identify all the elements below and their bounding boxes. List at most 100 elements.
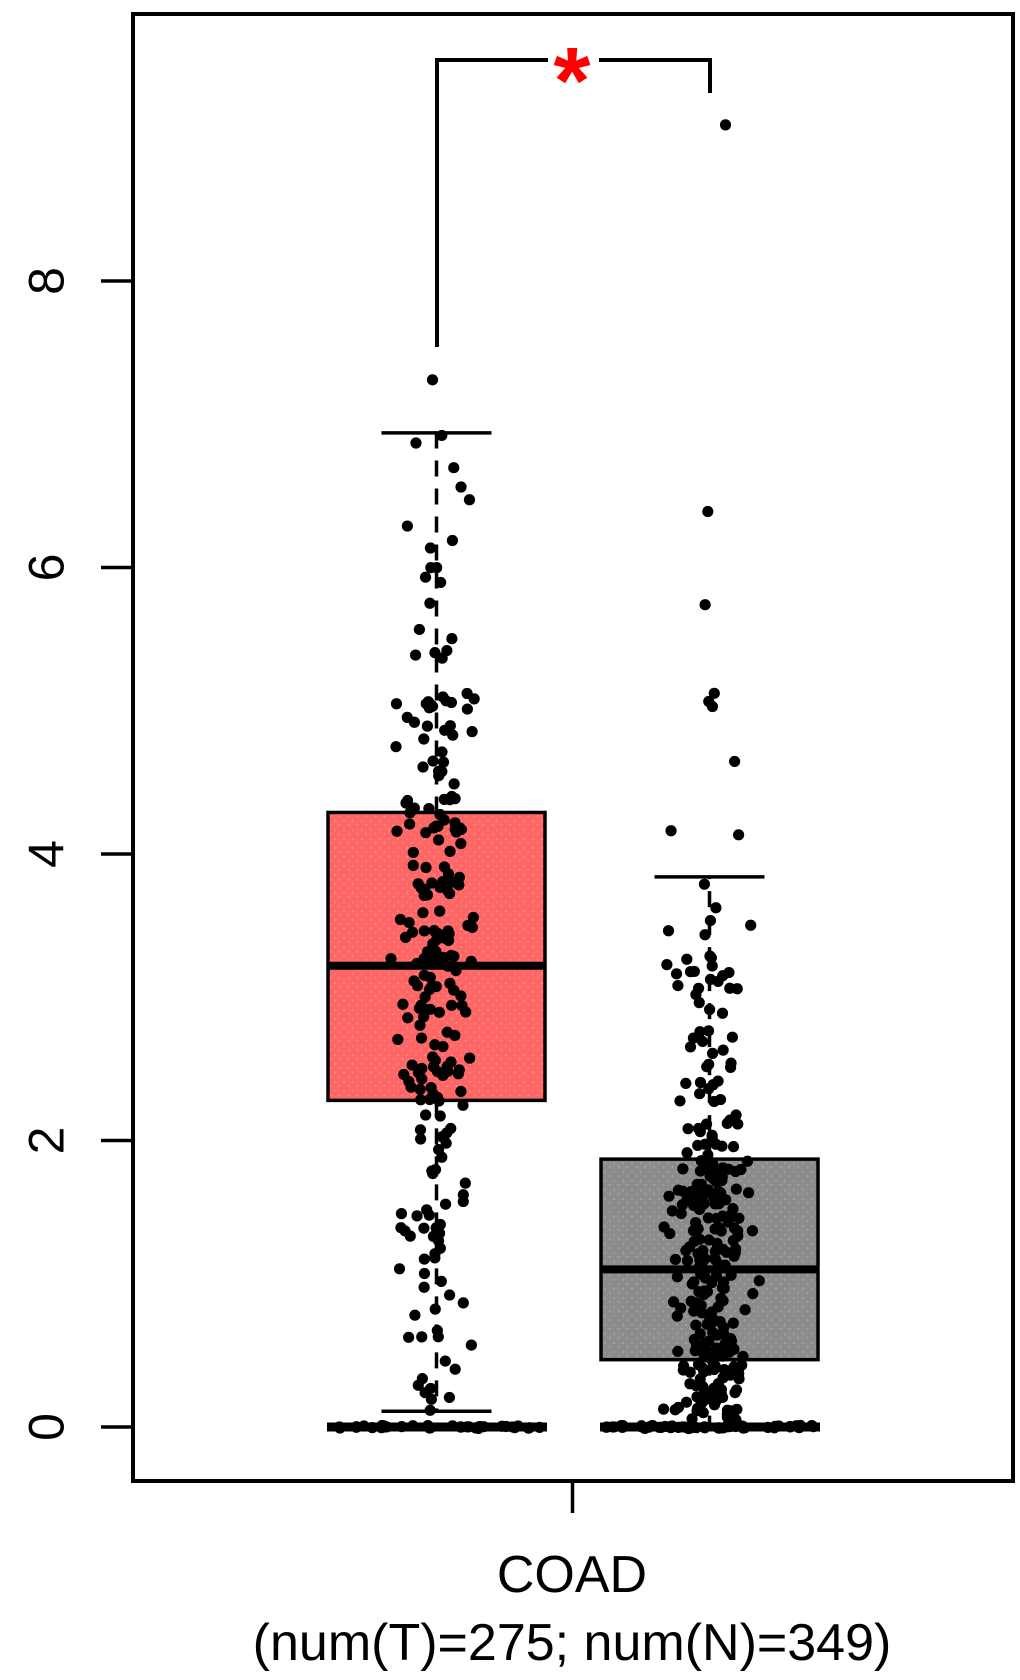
data-point: [697, 1396, 709, 1408]
data-point: [449, 1363, 461, 1375]
y-tick-label: 2: [19, 1127, 75, 1155]
data-point: [434, 905, 446, 917]
data-point: [422, 1419, 434, 1432]
data-point: [712, 1075, 724, 1087]
data-point: [444, 845, 456, 857]
data-point: [693, 1203, 706, 1216]
data-point: [733, 1373, 745, 1385]
data-point: [435, 1275, 447, 1287]
data-point: [716, 1346, 728, 1359]
data-point: [429, 1054, 441, 1067]
data-point: [416, 1331, 428, 1343]
data-point: [478, 1421, 490, 1433]
data-point: [417, 883, 429, 895]
data-point: [600, 1421, 613, 1433]
data-point: [429, 1248, 441, 1260]
data-point: [739, 1304, 751, 1316]
data-point: [408, 716, 421, 728]
outlier-point: [426, 374, 439, 386]
data-point: [784, 1420, 796, 1433]
data-point: [698, 878, 711, 890]
data-point: [617, 1420, 629, 1432]
data-point: [707, 1326, 719, 1339]
data-point: [403, 1331, 415, 1343]
data-point: [702, 1025, 715, 1037]
data-point: [433, 929, 445, 942]
significance-bracket-group: *: [435, 28, 712, 347]
data-point: [655, 1421, 667, 1433]
data-point: [420, 1109, 432, 1121]
data-point: [439, 724, 451, 736]
data-point: [459, 1177, 471, 1189]
data-point: [407, 846, 419, 859]
x-axis-labels: COAD (num(T)=275; num(N)=349): [253, 1546, 892, 1672]
data-point: [438, 814, 450, 826]
data-point: [685, 1295, 697, 1307]
data-point: [745, 919, 757, 931]
data-point: [671, 1271, 683, 1283]
data-point: [693, 1286, 705, 1298]
data-point: [445, 696, 457, 709]
data-point: [450, 964, 462, 977]
data-point: [415, 1133, 427, 1145]
data-point: [437, 691, 449, 703]
data-point: [720, 1194, 732, 1206]
data-point: [446, 999, 458, 1011]
data-point: [436, 746, 448, 758]
data-point: [399, 931, 412, 943]
data-point: [455, 1421, 467, 1433]
data-point: [694, 1076, 707, 1089]
data-point: [446, 534, 459, 547]
data-point: [435, 576, 447, 589]
data-point: [680, 1244, 692, 1257]
data-point: [728, 1361, 740, 1373]
data-point: [443, 928, 455, 940]
data-point: [455, 990, 467, 1002]
data-point: [699, 1422, 711, 1434]
data-point: [698, 1366, 710, 1378]
data-point: [671, 1310, 683, 1322]
data-point: [730, 1183, 742, 1195]
data-point: [726, 1031, 738, 1043]
data-point: [666, 1205, 678, 1217]
data-point: [742, 1187, 755, 1199]
data-point: [730, 1243, 742, 1255]
data-point: [662, 925, 675, 937]
data-point: [665, 825, 677, 837]
data-point: [716, 1007, 729, 1019]
data-point: [687, 1225, 700, 1237]
data-point: [424, 597, 436, 609]
data-point: [731, 1403, 743, 1415]
data-point: [425, 1382, 437, 1395]
data-point: [702, 1212, 714, 1224]
normal-points: [600, 119, 819, 1435]
data-point: [443, 1391, 456, 1404]
data-point: [696, 1258, 708, 1270]
data-point: [414, 1019, 426, 1031]
data-point: [681, 1147, 693, 1159]
data-point: [717, 1044, 729, 1056]
data-point: [390, 741, 402, 753]
data-point: [681, 1255, 694, 1267]
data-point: [522, 1422, 535, 1434]
x-label: COAD: [497, 1546, 647, 1604]
data-point: [709, 1166, 721, 1178]
data-point: [455, 481, 467, 493]
data-point: [430, 980, 442, 993]
data-point: [733, 1212, 745, 1224]
data-point: [699, 929, 711, 941]
data-point: [418, 1222, 430, 1234]
data-point: [415, 1032, 428, 1044]
data-point: [429, 1303, 441, 1315]
data-point: [661, 959, 673, 971]
data-point: [723, 1163, 735, 1175]
data-point: [452, 1068, 464, 1080]
plot-border: [131, 12, 1015, 1483]
data-point: [385, 953, 397, 965]
data-point: [467, 911, 479, 924]
data-point: [753, 1275, 765, 1287]
data-point: [675, 1207, 687, 1220]
data-point: [704, 950, 716, 962]
data-point: [465, 955, 477, 967]
data-point: [680, 1077, 692, 1090]
